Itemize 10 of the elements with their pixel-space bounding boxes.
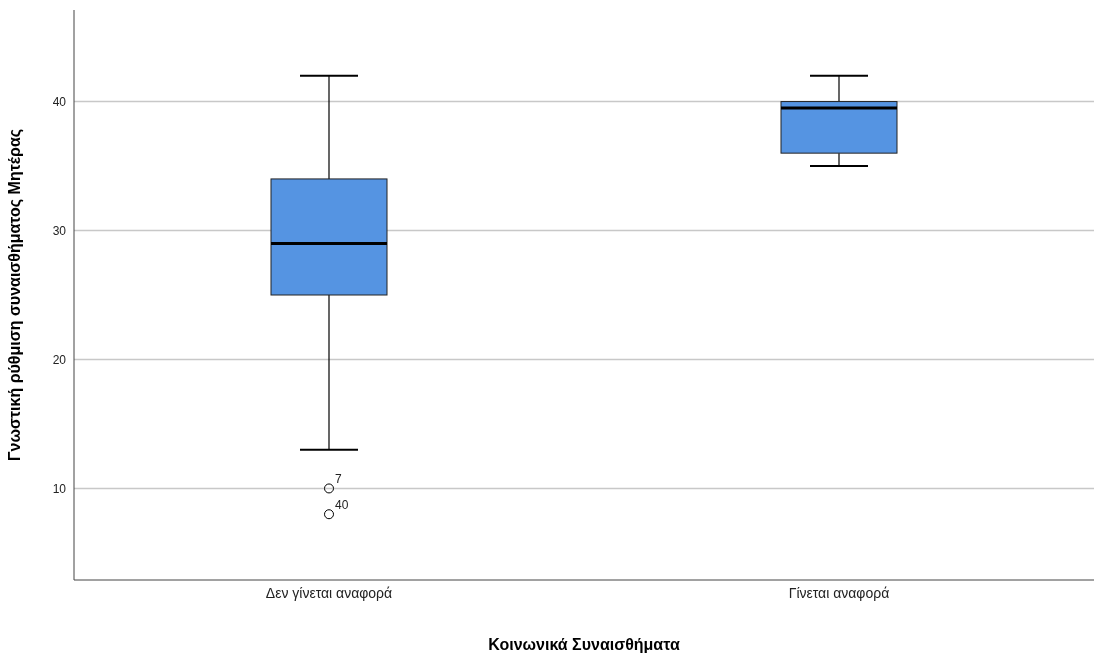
y-tick-label: 10 — [52, 481, 67, 496]
annotation: 40 — [335, 498, 349, 513]
x-axis-title: Κοινωνικά Συναισθήματα — [488, 636, 680, 653]
y-axis-title: Γνωστική ρύθμιση συναισθήματος Μητέρας — [5, 128, 24, 462]
y-tick-label: 20 — [52, 352, 67, 367]
x-tick-label: Δεν γίνεται αναφορά — [265, 584, 393, 601]
y-tick-label: 40 — [52, 94, 67, 109]
annotation: 7 — [335, 472, 342, 487]
x-tick-label: Γίνεται αναφορά — [788, 584, 890, 601]
y-tick-label: 30 — [52, 223, 67, 238]
